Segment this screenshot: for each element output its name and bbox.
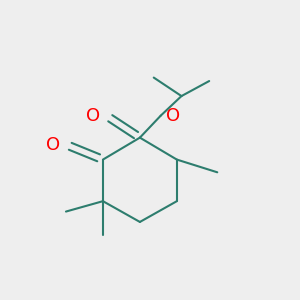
Text: O: O	[46, 136, 60, 154]
Text: O: O	[167, 107, 181, 125]
Text: O: O	[86, 107, 100, 125]
